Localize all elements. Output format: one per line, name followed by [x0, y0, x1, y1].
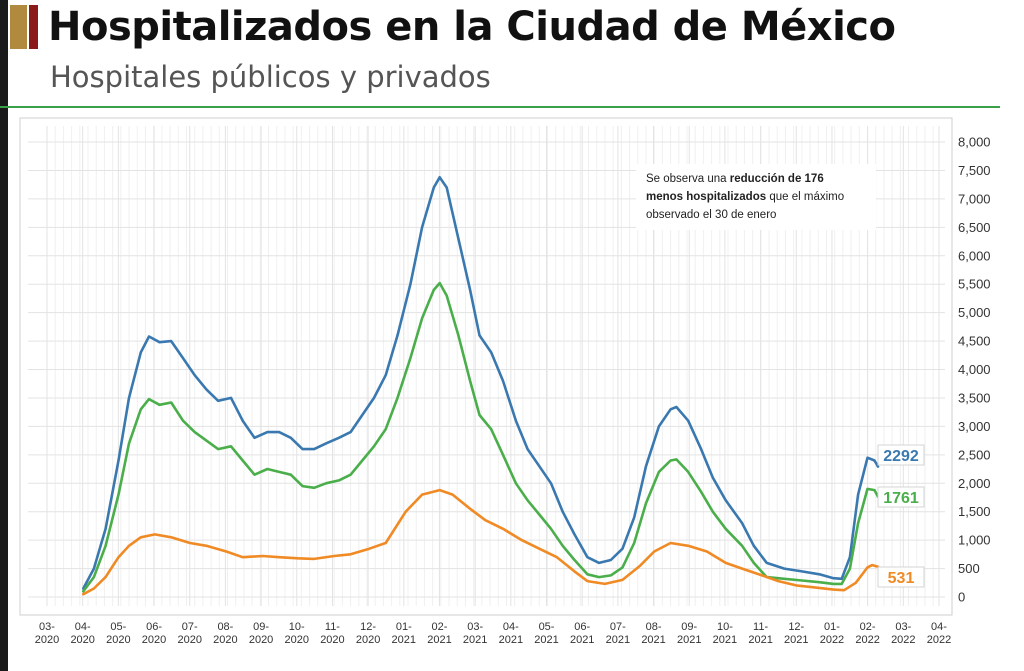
x-tick-label-year: 2021: [748, 634, 772, 646]
x-tick-label-year: 2021: [499, 634, 523, 646]
x-tick-label-year: 2021: [427, 634, 451, 646]
annotation-line-3: observado el 30 de enero: [646, 209, 776, 221]
x-tick-label-month: 12-: [360, 621, 376, 633]
x-tick-label-month: 04-: [931, 621, 947, 633]
y-tick-label: 2,000: [958, 476, 991, 491]
y-tick-label: 3,500: [958, 390, 991, 405]
x-tick-label-month: 03-: [895, 621, 911, 633]
x-tick-label-month: 05-: [539, 621, 555, 633]
x-tick-label-month: 03-: [467, 621, 483, 633]
x-tick-label-month: 10-: [717, 621, 733, 633]
x-tick-label-year: 2020: [356, 634, 380, 646]
y-tick-label: 0: [958, 590, 965, 605]
x-tick-label-month: 01-: [824, 621, 840, 633]
title-accent-gold: [10, 5, 27, 49]
x-tick-label-year: 2020: [213, 634, 237, 646]
x-tick-label-year: 2022: [927, 634, 951, 646]
series-end-labels: 2292 1761 531: [877, 444, 925, 588]
x-tick-label-month: 11-: [325, 621, 340, 633]
x-tick-label-month: 01-: [396, 621, 412, 633]
x-tick-label-year: 2020: [106, 634, 130, 646]
x-tick-label-month: 04-: [503, 621, 519, 633]
x-tick-label-year: 2020: [70, 634, 94, 646]
annotation-line-2: menos hospitalizados que el máximo: [646, 191, 844, 203]
x-tick-label-year: 2020: [249, 634, 273, 646]
end-label-value: 1761: [883, 490, 919, 507]
annotation-text: Se observa una: [646, 173, 730, 185]
y-tick-label: 500: [958, 561, 980, 576]
series-line-2: [82, 281, 880, 593]
x-tick-label-year: 2021: [606, 634, 630, 646]
x-tick-label-month: 04-: [75, 621, 91, 633]
x-tick-label-month: 08-: [646, 621, 662, 633]
x-tick-label-month: 05-: [110, 621, 126, 633]
annotation-text: que el máximo: [766, 191, 844, 203]
x-tick-label-year: 2021: [677, 634, 701, 646]
end-label-value: 531: [888, 570, 915, 587]
x-tick-label-year: 2020: [320, 634, 344, 646]
x-tick-label-month: 02-: [432, 621, 448, 633]
x-tick-label-month: 02-: [860, 621, 876, 633]
x-tick-label-month: 10-: [289, 621, 305, 633]
chart-series: [82, 176, 880, 596]
x-tick-label-year: 2021: [641, 634, 665, 646]
y-tick-label: 7,500: [958, 163, 991, 178]
x-tick-label-year: 2020: [285, 634, 309, 646]
end-label-box: [877, 444, 925, 466]
x-tick-label-year: 2021: [463, 634, 487, 646]
y-tick-label: 6,500: [958, 220, 991, 235]
x-tick-label-year: 2020: [142, 634, 166, 646]
x-tick-label-month: 09-: [253, 621, 269, 633]
y-tick-label: 1,000: [958, 533, 991, 548]
x-tick-label-month: 08-: [217, 621, 233, 633]
x-tick-label-year: 2021: [570, 634, 594, 646]
y-tick-label: 2,500: [958, 447, 991, 462]
end-label-box: [877, 486, 925, 508]
x-tick-label-year: 2021: [392, 634, 416, 646]
x-tick-label-year: 2021: [534, 634, 558, 646]
x-tick-label-month: 09-: [681, 621, 697, 633]
y-tick-label: 8,000: [958, 135, 991, 150]
annotation-bold-text: reducción de 176: [730, 173, 824, 185]
annotation-bold-text: menos hospitalizados: [646, 191, 766, 203]
x-tick-label-month: 07-: [610, 621, 626, 633]
end-label-box: [877, 566, 925, 588]
x-tick-label-year: 2021: [784, 634, 808, 646]
header-divider: [0, 106, 1000, 108]
end-label-value: 2292: [883, 448, 919, 465]
y-tick-label: 6,000: [958, 248, 991, 263]
y-tick-label: 5,500: [958, 277, 991, 292]
x-tick-label-month: 06-: [146, 621, 162, 633]
x-tick-label-month: 03-: [39, 621, 55, 633]
x-tick-label-month: 07-: [182, 621, 198, 633]
y-tick-label: 4,500: [958, 334, 991, 349]
x-tick-label-month: 11-: [753, 621, 768, 633]
left-edge-band: [0, 0, 8, 671]
x-tick-label-year: 2022: [820, 634, 844, 646]
y-tick-label: 7,000: [958, 191, 991, 206]
page-title: Hospitalizados en la Ciudad de México: [48, 4, 896, 50]
annotation-background: [636, 164, 876, 230]
x-tick-label-year: 2020: [35, 634, 59, 646]
x-tick-label-year: 2020: [177, 634, 201, 646]
annotation-line-1: Se observa una reducción de 176: [646, 173, 824, 185]
y-tick-label: 1,500: [958, 504, 991, 519]
x-tick-label-month: 06-: [574, 621, 590, 633]
x-tick-label-year: 2022: [855, 634, 879, 646]
x-tick-label-year: 2021: [713, 634, 737, 646]
series-line-1: [82, 176, 880, 590]
x-tick-label-year: 2022: [891, 634, 915, 646]
x-tick-label-month: 12-: [788, 621, 804, 633]
annotation-box: Se observa una reducción de 176 menos ho…: [636, 164, 876, 230]
series-line-3: [82, 488, 880, 596]
y-tick-label: 5,000: [958, 305, 991, 320]
y-tick-label: 3,000: [958, 419, 991, 434]
y-axis-ticks: 0 500 1,000 1,500 2,000 2,500 3,000 3,500 4,000 4…: [958, 135, 991, 605]
y-tick-label: 4,000: [958, 362, 991, 377]
title-accent-red: [29, 5, 38, 49]
x-axis-ticks: 03-202004-202005-202006-202007-202008-20…: [35, 621, 951, 646]
page-subtitle: Hospitales públicos y privados: [50, 60, 491, 94]
